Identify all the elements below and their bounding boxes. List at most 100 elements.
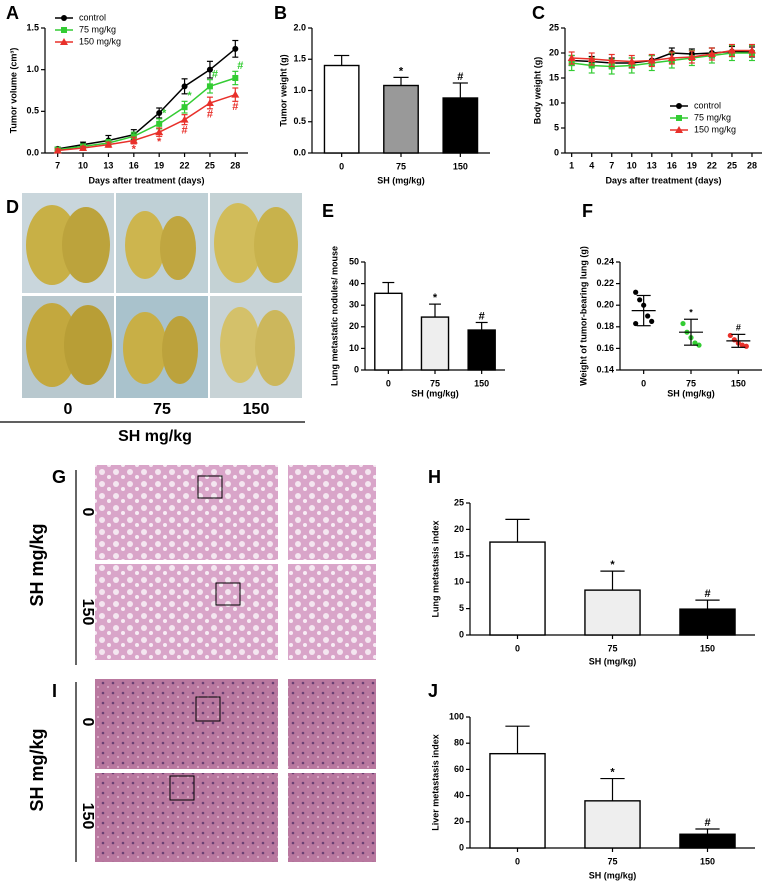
histology-lung	[75, 465, 376, 665]
x-tick-label: 75	[607, 856, 617, 866]
y-axis-label: Tumor weight (g)	[278, 54, 288, 126]
legend-label: 150 mg/kg	[79, 36, 121, 46]
y-tick-label: 0.5	[293, 116, 306, 126]
panel-letter: E	[322, 201, 334, 221]
significance-mark: *	[162, 108, 167, 120]
data-point	[649, 318, 655, 324]
bar	[489, 541, 546, 636]
x-axis-label: Days after treatment (days)	[605, 175, 721, 185]
y-tick-label: 0.5	[26, 106, 39, 116]
significance-mark: #	[736, 323, 741, 333]
marker	[607, 56, 616, 64]
marker	[156, 110, 163, 116]
y-axis-label: Liver metastasis index	[430, 734, 440, 831]
marker	[61, 15, 67, 21]
y-tick-label: 15	[454, 550, 464, 560]
y-tick-label: 0	[459, 629, 464, 639]
significance-mark: #	[704, 817, 710, 829]
y-tick-label: 2.0	[293, 22, 306, 32]
marker	[687, 53, 696, 60]
figure-label: SH mg/kg	[27, 728, 47, 811]
data-point	[637, 297, 643, 303]
y-tick-label: 15	[549, 72, 559, 82]
significance-mark: #	[457, 71, 463, 83]
x-tick-label: 0	[515, 856, 520, 866]
marker	[747, 46, 756, 54]
marker	[232, 45, 239, 52]
panel-letter: D	[6, 197, 19, 217]
y-tick-label: 20	[549, 47, 559, 57]
significance-mark: #	[182, 125, 188, 137]
y-tick-label: 20	[454, 816, 464, 826]
marker	[155, 128, 164, 136]
column-label: 150	[243, 401, 270, 418]
y-tick-label: 10	[549, 97, 559, 107]
data-point	[696, 342, 702, 348]
y-tick-label: 0.18	[596, 321, 614, 331]
panel-letter: H	[428, 467, 441, 487]
y-tick-label: 25	[549, 22, 559, 32]
y-axis-label: Body weight (g)	[532, 57, 542, 125]
y-axis-label: Lung metastatic nodules/ mouse	[329, 246, 339, 386]
y-tick-label: 25	[454, 497, 464, 507]
panel-letter: I	[52, 681, 57, 701]
row-label: 0	[79, 508, 96, 517]
y-tick-label: 0.0	[293, 147, 306, 157]
marker	[130, 133, 137, 140]
x-tick-label: 1	[569, 160, 574, 170]
x-tick-label: 0	[386, 378, 391, 388]
significance-mark: *	[157, 136, 162, 148]
y-tick-label: 0	[354, 364, 359, 374]
bar	[584, 800, 641, 849]
marker	[206, 83, 213, 90]
panel-letter: F	[582, 201, 593, 221]
significance-mark: *	[187, 90, 192, 102]
bar	[383, 84, 419, 154]
data-point	[743, 343, 749, 349]
y-tick-label: 40	[349, 278, 359, 288]
row-label: 150	[79, 803, 96, 830]
x-tick-label: 4	[589, 160, 594, 170]
panel-letter: C	[532, 3, 545, 23]
y-tick-label: 20	[454, 524, 464, 534]
x-tick-label: 150	[700, 856, 715, 866]
x-tick-label: 28	[230, 160, 240, 170]
x-axis-label: SH (mg/kg)	[589, 870, 637, 880]
significance-mark: *	[132, 144, 137, 156]
row-label: 150	[79, 599, 96, 626]
marker	[181, 104, 188, 111]
series-line	[57, 48, 236, 150]
y-tick-label: 0.14	[596, 364, 614, 374]
y-tick-label: 5	[554, 122, 559, 132]
data-point	[633, 289, 639, 295]
marker	[727, 46, 736, 54]
x-tick-label: 0	[515, 643, 520, 653]
x-tick-label: 22	[180, 160, 190, 170]
x-tick-label: 16	[129, 160, 139, 170]
x-tick-label: 25	[727, 160, 737, 170]
bar	[679, 833, 736, 849]
x-axis-label: Days after treatment (days)	[88, 175, 204, 185]
data-point	[731, 337, 737, 343]
significance-mark: #	[212, 69, 218, 81]
y-tick-label: 10	[454, 577, 464, 587]
x-tick-label: 16	[667, 160, 677, 170]
figure-label: SH mg/kg	[27, 523, 47, 606]
marker	[567, 54, 576, 61]
x-axis-label: SH (mg/kg)	[411, 388, 459, 398]
x-axis-label: SH (mg/kg)	[377, 175, 425, 185]
x-tick-label: 75	[607, 643, 617, 653]
significance-mark: #	[232, 101, 238, 113]
x-tick-label: 22	[707, 160, 717, 170]
marker	[667, 54, 676, 61]
y-tick-label: 0.22	[596, 278, 614, 288]
y-tick-label: 40	[454, 790, 464, 800]
x-tick-label: 75	[396, 161, 406, 171]
data-point	[680, 320, 686, 327]
marker	[53, 146, 62, 154]
bar	[679, 608, 736, 636]
row-label: 0	[79, 718, 96, 727]
x-tick-label: 0	[641, 378, 646, 388]
y-tick-label: 100	[449, 711, 464, 721]
